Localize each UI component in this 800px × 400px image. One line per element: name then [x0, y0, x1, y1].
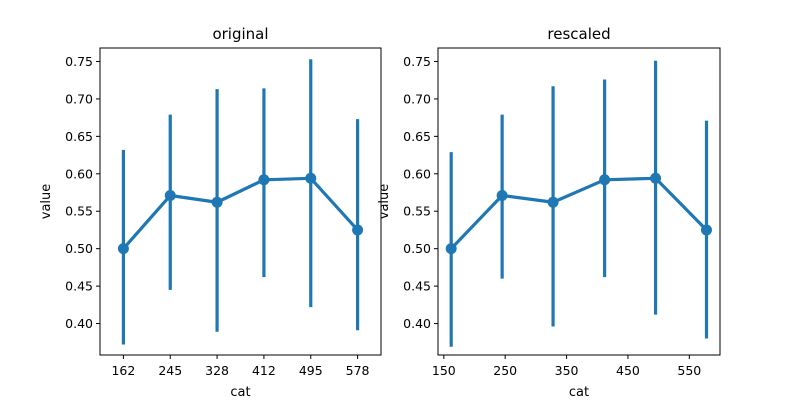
- y-tick-label: 0.65: [65, 129, 93, 144]
- data-point: [352, 224, 364, 236]
- x-tick-label: 328: [205, 363, 229, 378]
- x-tick-label: 450: [616, 363, 640, 378]
- y-tick-label: 0.45: [403, 279, 431, 294]
- x-tick-label: 150: [432, 363, 456, 378]
- data-point: [700, 224, 712, 236]
- subplot-original: original 0.40 0.45 0.50 0.55 0.60 0.65 0.70 0.75…: [39, 25, 382, 400]
- y-tick-label: 0.55: [65, 204, 93, 219]
- y-tick-label: 0.70: [65, 91, 93, 106]
- series-line: [450, 176, 708, 250]
- data-point: [164, 190, 176, 202]
- data-point: [258, 174, 270, 186]
- y-axis-label: value: [39, 184, 54, 220]
- subplot-rescaled: rescaled 0.40 0.45 0.50 0.55 0.60 0.65 0.70 0.75…: [377, 25, 721, 400]
- x-tick-label: 245: [158, 363, 182, 378]
- data-point: [445, 243, 457, 255]
- y-tick-label: 0.75: [65, 54, 93, 69]
- x-axis-label: cat: [230, 385, 250, 400]
- x-axis-label: cat: [569, 385, 589, 400]
- chart-title: rescaled: [547, 25, 610, 43]
- y-tick-label: 0.45: [65, 279, 93, 294]
- x-tick-label: 250: [493, 363, 517, 378]
- y-tick-label: 0.60: [65, 166, 93, 181]
- chart-title: original: [212, 25, 268, 43]
- y-axis-label: value: [377, 184, 392, 220]
- y-tick-label: 0.50: [403, 241, 431, 256]
- y-tick-label: 0.50: [65, 241, 93, 256]
- y-tick-label: 0.70: [403, 91, 431, 106]
- x-tick-label: 578: [346, 363, 370, 378]
- x-tick-label: 495: [299, 363, 323, 378]
- data-point: [599, 174, 611, 186]
- data-point: [305, 172, 317, 184]
- data-point: [117, 243, 129, 255]
- plot-frame: [437, 47, 721, 356]
- y-tick-label: 0.55: [403, 204, 431, 219]
- x-tick-label: 550: [677, 363, 701, 378]
- series-line: [122, 176, 359, 250]
- data-point: [211, 196, 223, 208]
- data-point: [547, 196, 559, 208]
- plot-frame: [99, 47, 382, 356]
- data-point: [496, 190, 508, 202]
- y-tick-label: 0.40: [65, 316, 93, 331]
- y-tick-label: 0.75: [403, 54, 431, 69]
- x-tick-label: 162: [111, 363, 135, 378]
- y-tick-label: 0.40: [403, 316, 431, 331]
- x-tick-label: 412: [252, 363, 276, 378]
- x-tick-label: 350: [555, 363, 579, 378]
- y-tick-label: 0.60: [403, 166, 431, 181]
- data-point: [650, 172, 662, 184]
- y-tick-label: 0.65: [403, 129, 431, 144]
